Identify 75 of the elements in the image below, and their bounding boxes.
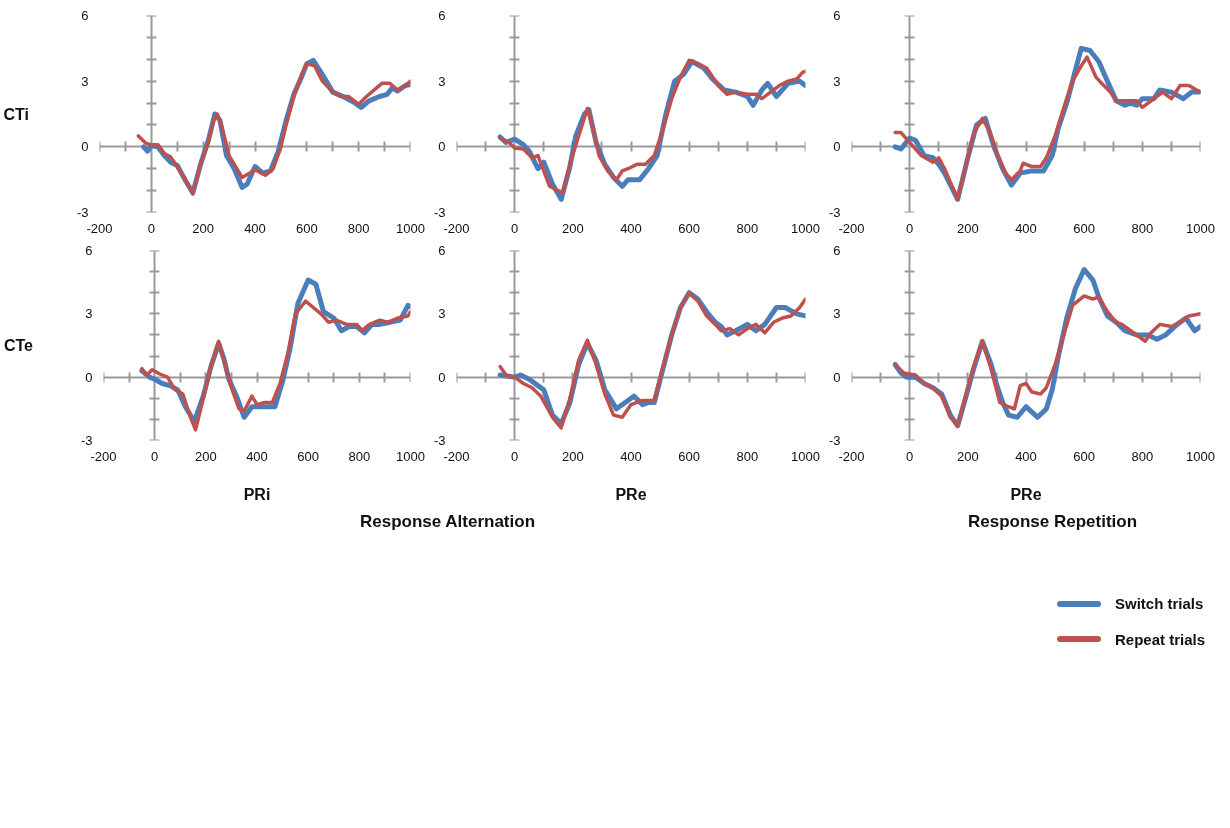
y-tick-label: -3: [433, 205, 446, 220]
y-tick-label: 0: [85, 369, 93, 385]
x-tick-label: 600: [295, 220, 318, 236]
y-tick-label: 0: [81, 139, 89, 155]
y-tick-label: 3: [438, 73, 446, 89]
x-tick-label: 400: [246, 448, 268, 464]
x-tick-label: 800: [736, 220, 759, 236]
x-tick-label: 0: [151, 448, 159, 464]
x-tick-label: 200: [956, 220, 979, 236]
y-tick-label: 3: [833, 73, 841, 89]
legend-label: Switch trials: [1114, 594, 1204, 615]
x-axis-title: PRe: [1010, 485, 1042, 503]
x-tick-label: -200: [443, 220, 470, 236]
x-tick-label: -200: [443, 448, 470, 464]
y-tick-label: 0: [833, 139, 841, 155]
x-tick-label: 800: [1131, 220, 1154, 236]
y-tick-label: -3: [80, 433, 93, 448]
x-tick-label: 600: [297, 448, 320, 464]
text: Response Repetition: [967, 511, 1138, 533]
x-tick-label: 400: [620, 220, 642, 236]
y-axis-title: CTe: [3, 337, 34, 354]
y-tick-label: 3: [833, 306, 841, 322]
x-tick-label: 600: [1073, 220, 1096, 236]
x-axis-title: PRi: [243, 485, 271, 503]
x-tick-label: 1000: [791, 448, 820, 464]
y-tick-label: 3: [438, 306, 446, 322]
x-tick-label: -200: [90, 448, 117, 464]
x-tick-label: 400: [620, 448, 642, 464]
y-tick-label: -3: [76, 205, 89, 220]
x-tick-label: -200: [838, 448, 865, 464]
x-tick-label: 0: [511, 448, 519, 464]
y-tick-label: -3: [828, 433, 841, 448]
y-tick-label: 0: [833, 369, 841, 385]
y-tick-label: 0: [438, 369, 446, 385]
x-tick-label: 0: [906, 220, 914, 236]
x-tick-label: 1000: [396, 220, 425, 236]
x-tick-label: -200: [86, 220, 113, 236]
y-tick-label: 6: [833, 243, 841, 258]
y-axis-title: CTi: [3, 105, 29, 123]
x-tick-label: 800: [1131, 448, 1154, 464]
x-tick-label: 400: [1015, 448, 1037, 464]
x-tick-label: 0: [511, 220, 519, 236]
y-tick-label: 3: [85, 306, 93, 322]
y-tick-label: 3: [81, 73, 89, 89]
y-tick-label: 6: [438, 243, 446, 258]
y-tick-label: 6: [85, 243, 93, 258]
text: Response Alternation: [359, 511, 536, 533]
x-tick-label: 600: [678, 220, 701, 236]
x-tick-label: 0: [147, 220, 155, 236]
x-tick-label: -200: [838, 220, 865, 236]
x-tick-label: 0: [906, 448, 914, 464]
x-tick-label: 800: [736, 448, 759, 464]
x-tick-label: 1000: [1186, 448, 1215, 464]
x-tick-label: 200: [561, 448, 584, 464]
legend-label: Repeat trials: [1114, 629, 1205, 650]
x-tick-label: 1000: [1186, 220, 1215, 236]
y-tick-label: 6: [81, 8, 89, 23]
x-tick-label: 200: [561, 220, 584, 236]
x-axis-title: PRe: [615, 485, 647, 503]
x-tick-label: 800: [347, 220, 370, 236]
x-tick-label: 600: [678, 448, 701, 464]
y-tick-label: -3: [433, 433, 446, 448]
x-tick-label: 200: [192, 220, 215, 236]
x-tick-label: 1000: [791, 220, 820, 236]
y-tick-label: 6: [833, 8, 841, 23]
x-tick-label: 400: [244, 220, 266, 236]
x-tick-label: 1000: [396, 448, 425, 464]
x-tick-label: 800: [348, 448, 371, 464]
x-tick-label: 200: [956, 448, 979, 464]
x-tick-label: 600: [1073, 448, 1096, 464]
y-tick-label: 0: [438, 139, 446, 155]
x-tick-label: 200: [194, 448, 217, 464]
x-tick-label: 400: [1015, 220, 1037, 236]
y-tick-label: 6: [438, 8, 446, 23]
y-tick-label: -3: [828, 205, 841, 220]
